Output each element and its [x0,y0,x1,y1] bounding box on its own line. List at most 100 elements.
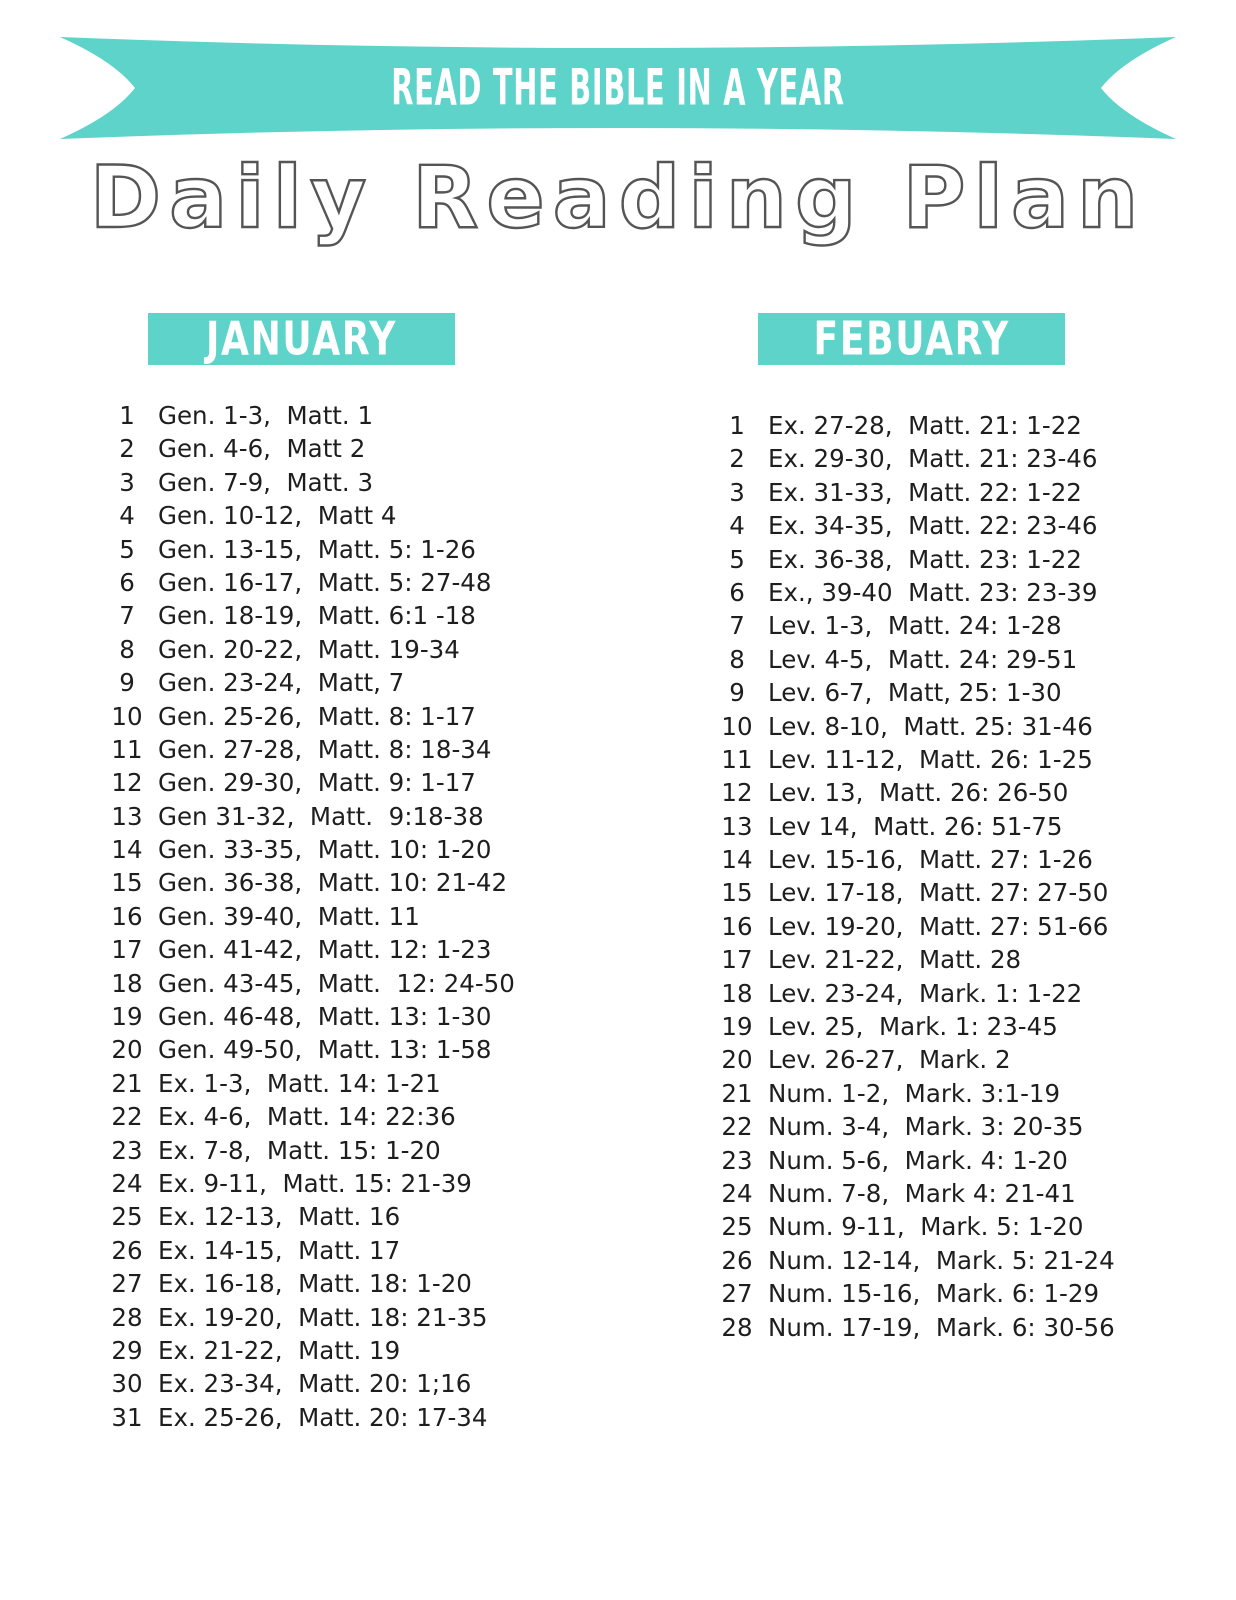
reading-text: Gen. 16-17, Matt. 5: 27-48 [158,567,492,597]
reading-entry: 8 Lev. 4-5, Matt. 24: 29-51 [715,645,1215,678]
reading-text: Ex. 29-30, Matt. 21: 23-46 [768,444,1098,474]
day-number: 4 [729,511,745,541]
reading-text: Num. 17-19, Mark. 6: 30-56 [768,1312,1115,1342]
reading-entry: 16 Lev. 19-20, Matt. 27: 51-66 [715,912,1215,945]
reading-text: Num. 15-16, Mark. 6: 1-29 [768,1279,1100,1309]
reading-entry: 7 Lev. 1-3, Matt. 24: 1-28 [715,611,1215,644]
reading-text: Lev. 17-18, Matt. 27: 27-50 [768,878,1109,908]
day-number: 16 [111,901,143,931]
reading-entry: 18 Lev. 23-24, Mark. 1: 1-22 [715,979,1215,1012]
reading-entry: 17 Gen. 41-42, Matt. 12: 1-23 [105,935,605,968]
reading-text: Ex. 31-33, Matt. 22: 1-22 [768,477,1082,507]
day-number: 29 [111,1335,143,1365]
reading-text: Ex. 34-35, Matt. 22: 23-46 [768,511,1098,541]
reading-text: Ex. 25-26, Matt. 20: 17-34 [158,1402,488,1432]
month-name-january: JANUARY [205,312,398,366]
reading-text: Ex. 14-15, Matt. 17 [158,1235,401,1265]
reading-entry: 2 Ex. 29-30, Matt. 21: 23-46 [715,444,1215,477]
reading-entry: 14 Gen. 33-35, Matt. 10: 1-20 [105,835,605,868]
reading-entry: 1 Ex. 27-28, Matt. 21: 1-22 [715,411,1215,444]
day-number: 19 [721,1012,753,1042]
reading-entry: 19 Lev. 25, Mark. 1: 23-45 [715,1012,1215,1045]
reading-entry: 25 Ex. 12-13, Matt. 16 [105,1202,605,1235]
banner-text: READ THE BIBLE IN A YEAR [391,59,845,117]
reading-entry: 4 Ex. 34-35, Matt. 22: 23-46 [715,511,1215,544]
day-number: 10 [721,711,753,741]
reading-text: Num. 9-11, Mark. 5: 1-20 [768,1212,1084,1242]
day-number: 16 [721,911,753,941]
reading-entry: 21 Num. 1-2, Mark. 3:1-19 [715,1079,1215,1112]
reading-text: Ex. 36-38, Matt. 23: 1-22 [768,544,1082,574]
reading-text: Ex., 39-40 Matt. 23: 23-39 [768,577,1098,607]
reading-entry: 20 Gen. 49-50, Matt. 13: 1-58 [105,1035,605,1068]
reading-text: Num. 7-8, Mark 4: 21-41 [768,1178,1076,1208]
day-number: 2 [119,434,135,464]
reading-entry: 3 Gen. 7-9, Matt. 3 [105,468,605,501]
day-number: 23 [111,1135,143,1165]
reading-entry: 14 Lev. 15-16, Matt. 27: 1-26 [715,845,1215,878]
reading-text: Gen. 36-38, Matt. 10: 21-42 [158,868,508,898]
day-number: 3 [729,477,745,507]
day-number: 9 [119,668,135,698]
reading-text: Lev. 4-5, Matt. 24: 29-51 [768,644,1078,674]
reading-entry: 30 Ex. 23-34, Matt. 20: 1;16 [105,1369,605,1402]
reading-entry: 29 Ex. 21-22, Matt. 19 [105,1336,605,1369]
reading-text: Num. 12-14, Mark. 5: 21-24 [768,1245,1115,1275]
reading-text: Num. 5-6, Mark. 4: 1-20 [768,1145,1068,1175]
reading-text: Gen. 49-50, Matt. 13: 1-58 [158,1035,492,1065]
reading-text: Lev 14, Matt. 26: 51-75 [768,811,1063,841]
reading-entry: 19 Gen. 46-48, Matt. 13: 1-30 [105,1002,605,1035]
reading-entry: 9 Lev. 6-7, Matt, 25: 1-30 [715,678,1215,711]
reading-text: Gen. 41-42, Matt. 12: 1-23 [158,935,492,965]
day-number: 1 [119,401,135,430]
reading-text: Gen. 46-48, Matt. 13: 1-30 [158,1002,492,1032]
reading-entry: 3 Ex. 31-33, Matt. 22: 1-22 [715,478,1215,511]
reading-entry: 31 Ex. 25-26, Matt. 20: 17-34 [105,1403,605,1436]
reading-entry: 22 Num. 3-4, Mark. 3: 20-35 [715,1112,1215,1145]
day-number: 5 [119,534,135,564]
day-number: 25 [721,1212,753,1242]
day-number: 6 [729,577,745,607]
day-number: 7 [119,601,135,631]
page-title: Daily Reading Plan [89,147,1147,249]
month-header-january: JANUARY [148,312,455,366]
reading-text: Gen. 39-40, Matt. 11 [158,901,420,931]
reading-entry: 27 Num. 15-16, Mark. 6: 1-29 [715,1279,1215,1312]
reading-text: Lev. 23-24, Mark. 1: 1-22 [768,978,1083,1008]
reading-entry: 10 Lev. 8-10, Matt. 25: 31-46 [715,712,1215,745]
reading-text: Gen. 4-6, Matt 2 [158,434,366,464]
reading-entry: 15 Lev. 17-18, Matt. 27: 27-50 [715,878,1215,911]
month-name-february: FEBUARY [813,312,1010,366]
reading-text: Gen. 23-24, Matt, 7 [158,668,405,698]
reading-text: Ex. 7-8, Matt. 15: 1-20 [158,1135,441,1165]
reading-entry: 1 Gen. 1-3, Matt. 1 [105,401,605,434]
reading-text: Lev. 8-10, Matt. 25: 31-46 [768,711,1093,741]
day-number: 9 [729,678,745,708]
day-number: 15 [721,878,753,908]
reading-entry: 13 Lev 14, Matt. 26: 51-75 [715,812,1215,845]
reading-text: Gen. 27-28, Matt. 8: 18-34 [158,734,492,764]
day-number: 21 [111,1068,143,1098]
day-number: 4 [119,501,135,531]
day-number: 19 [111,1002,143,1032]
ribbon-shape [60,37,1176,139]
reading-entry: 12 Gen. 29-30, Matt. 9: 1-17 [105,768,605,801]
reading-entry: 28 Num. 17-19, Mark. 6: 30-56 [715,1313,1215,1346]
day-number: 26 [111,1235,143,1265]
reading-entry: 10 Gen. 25-26, Matt. 8: 1-17 [105,702,605,735]
reading-text: Gen. 18-19, Matt. 6:1 -18 [158,601,476,631]
reading-text: Lev. 15-16, Matt. 27: 1-26 [768,845,1093,875]
day-number: 28 [721,1312,753,1342]
day-number: 14 [111,835,143,865]
reading-entry: 26 Num. 12-14, Mark. 5: 21-24 [715,1246,1215,1279]
day-number: 11 [111,734,143,764]
reading-text: Ex. 4-6, Matt. 14: 22:36 [158,1102,456,1132]
reading-text: Gen. 7-9, Matt. 3 [158,467,374,497]
reading-entry: 22 Ex. 4-6, Matt. 14: 22:36 [105,1102,605,1135]
reading-text: Lev. 1-3, Matt. 24: 1-28 [768,611,1062,641]
day-number: 24 [721,1178,753,1208]
reading-text: Lev. 25, Mark. 1: 23-45 [768,1012,1058,1042]
day-number: 3 [119,467,135,497]
reading-text: Ex. 9-11, Matt. 15: 21-39 [158,1168,472,1198]
reading-text: Ex. 27-28, Matt. 21: 1-22 [768,411,1082,440]
